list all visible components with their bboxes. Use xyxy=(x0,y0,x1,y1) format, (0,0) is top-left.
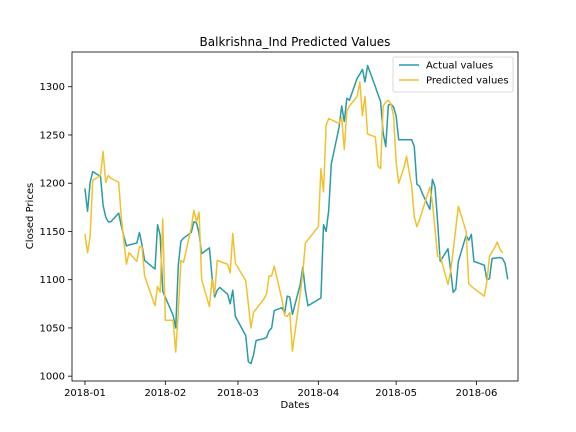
x-tick-label: 2018-03 xyxy=(217,388,259,399)
y-tick-label: 1000 xyxy=(40,372,65,383)
x-tick-label: 2018-06 xyxy=(456,388,498,399)
x-tick-label: 2018-01 xyxy=(64,388,106,399)
plot-area xyxy=(84,64,509,365)
y-tick-label: 1250 xyxy=(40,130,65,141)
y-tick-label: 1200 xyxy=(40,179,65,190)
series-layer xyxy=(84,64,509,365)
legend-box xyxy=(392,56,514,93)
y-tick-label: 1150 xyxy=(40,227,65,238)
legend: Actual values Predicted values xyxy=(392,56,514,93)
series-line-predicted xyxy=(84,81,504,353)
plot-frame xyxy=(71,51,519,382)
x-axis-label: Dates xyxy=(280,400,309,411)
y-tick-label: 1050 xyxy=(40,323,65,334)
x-tick-label: 2018-02 xyxy=(144,388,186,399)
y-tick-label: 1300 xyxy=(40,82,65,93)
y-axis: 1000 1050 1100 1150 1200 1250 1300 xyxy=(40,82,72,383)
x-axis: 2018-01 2018-02 2018-03 2018-04 2018-05 2018-… xyxy=(64,381,497,399)
chart-title: Balkrishna_Ind Predicted Values xyxy=(200,35,391,49)
x-tick-label: 2018-04 xyxy=(297,388,339,399)
y-axis-label: Closed Prices xyxy=(25,183,36,249)
legend-label-predicted: Predicted values xyxy=(426,76,509,87)
x-tick-label: 2018-05 xyxy=(375,388,417,399)
legend-label-actual: Actual values xyxy=(426,61,493,72)
y-tick-label: 1100 xyxy=(40,275,65,286)
series-line-actual xyxy=(84,64,509,365)
